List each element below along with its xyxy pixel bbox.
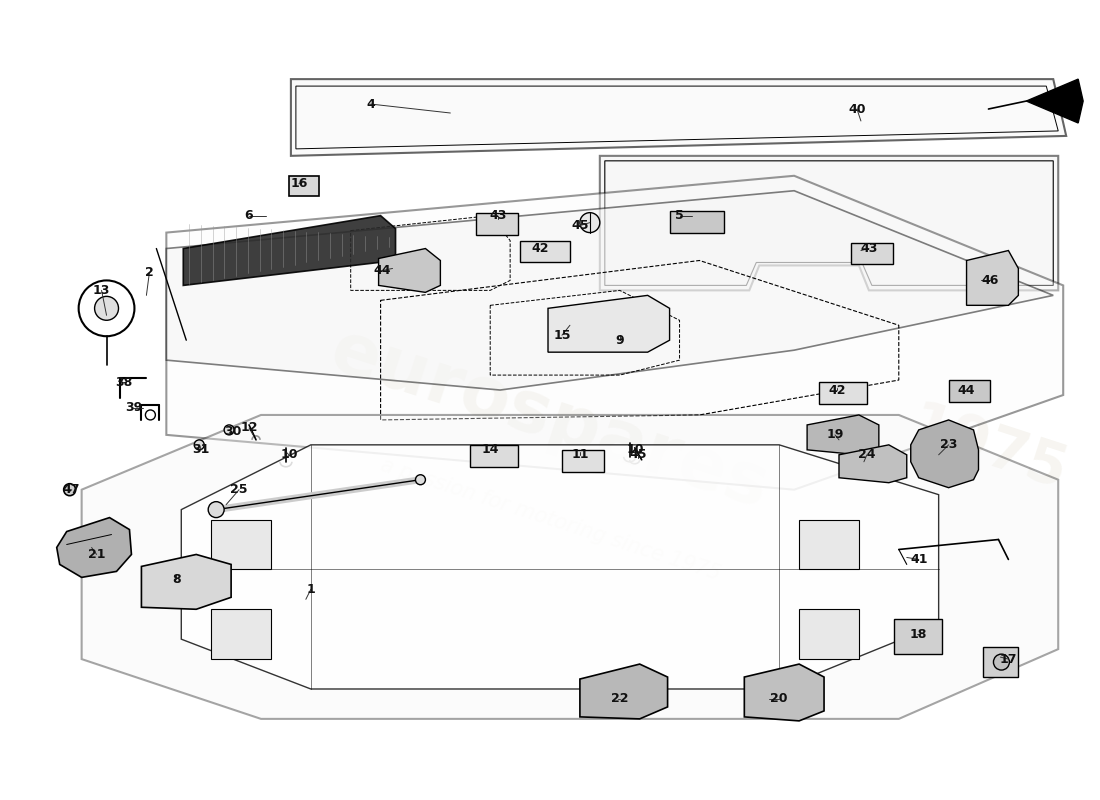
Polygon shape (911, 420, 979, 488)
Bar (562, 450, 604, 472)
Text: 20: 20 (770, 693, 788, 706)
Text: 19: 19 (826, 428, 844, 442)
Text: 25: 25 (230, 483, 248, 496)
Circle shape (208, 502, 224, 518)
Text: 2: 2 (145, 266, 154, 279)
Text: 12: 12 (240, 422, 257, 434)
Text: 17: 17 (1000, 653, 1018, 666)
Text: a passion for motoring since 1975: a passion for motoring since 1975 (377, 455, 723, 584)
Text: 14: 14 (482, 443, 499, 456)
Bar (799, 519, 859, 570)
Text: 45: 45 (571, 219, 588, 232)
Bar (983, 647, 1019, 677)
Polygon shape (580, 664, 668, 719)
Polygon shape (807, 415, 879, 455)
Text: 38: 38 (114, 375, 132, 389)
Text: 31: 31 (192, 443, 210, 456)
Polygon shape (1026, 79, 1084, 123)
Text: 40: 40 (848, 102, 866, 115)
Text: 4: 4 (366, 98, 375, 110)
Bar (211, 519, 271, 570)
Text: 47: 47 (63, 483, 80, 496)
Text: 13: 13 (92, 284, 110, 297)
Polygon shape (745, 664, 824, 721)
Bar (211, 610, 271, 659)
Circle shape (993, 654, 1010, 670)
Text: 46: 46 (982, 274, 999, 287)
Bar (289, 176, 319, 196)
Bar (471, 445, 518, 466)
Text: 9: 9 (615, 334, 624, 346)
Bar (948, 380, 990, 402)
Polygon shape (166, 176, 1064, 490)
Bar (851, 242, 893, 265)
Text: 10: 10 (280, 448, 298, 462)
Text: 42: 42 (531, 242, 549, 255)
Text: 6: 6 (244, 209, 253, 222)
Text: 21: 21 (88, 548, 106, 561)
Text: 8: 8 (172, 573, 180, 586)
Text: 24: 24 (858, 448, 876, 462)
Bar (820, 382, 867, 404)
Polygon shape (967, 250, 1019, 306)
Text: 43: 43 (490, 209, 507, 222)
Bar (476, 213, 518, 234)
Text: eurospares: eurospares (322, 317, 778, 523)
Bar (670, 210, 725, 233)
Polygon shape (182, 445, 938, 689)
Text: 1: 1 (307, 583, 316, 596)
Text: 1975: 1975 (902, 398, 1075, 502)
Bar (799, 610, 859, 659)
Circle shape (195, 440, 205, 450)
Text: 16: 16 (290, 178, 308, 190)
Polygon shape (142, 554, 231, 610)
Text: 15: 15 (553, 329, 571, 342)
Text: 22: 22 (610, 693, 628, 706)
Text: 42: 42 (828, 383, 846, 397)
Polygon shape (548, 295, 670, 352)
Text: 44: 44 (374, 264, 392, 277)
Polygon shape (184, 216, 396, 286)
Polygon shape (378, 249, 440, 292)
Text: 45: 45 (629, 448, 647, 462)
Circle shape (78, 281, 134, 336)
Text: 23: 23 (939, 438, 957, 451)
Text: 5: 5 (675, 209, 684, 222)
Text: 11: 11 (571, 448, 588, 462)
Polygon shape (290, 79, 1066, 156)
Text: 30: 30 (224, 426, 242, 438)
Text: 44: 44 (958, 383, 976, 397)
Circle shape (95, 296, 119, 320)
Polygon shape (839, 445, 906, 482)
Text: 18: 18 (910, 628, 927, 641)
Circle shape (224, 425, 234, 435)
Circle shape (416, 474, 426, 485)
Text: 41: 41 (910, 553, 927, 566)
Polygon shape (81, 415, 1058, 719)
Polygon shape (57, 518, 132, 578)
Polygon shape (166, 190, 1053, 390)
Text: 39: 39 (124, 402, 142, 414)
Circle shape (64, 484, 76, 496)
Polygon shape (600, 156, 1058, 290)
Text: 10: 10 (627, 443, 645, 456)
Circle shape (580, 213, 600, 233)
Bar (894, 619, 942, 654)
Text: 43: 43 (860, 242, 878, 255)
Bar (520, 241, 570, 262)
